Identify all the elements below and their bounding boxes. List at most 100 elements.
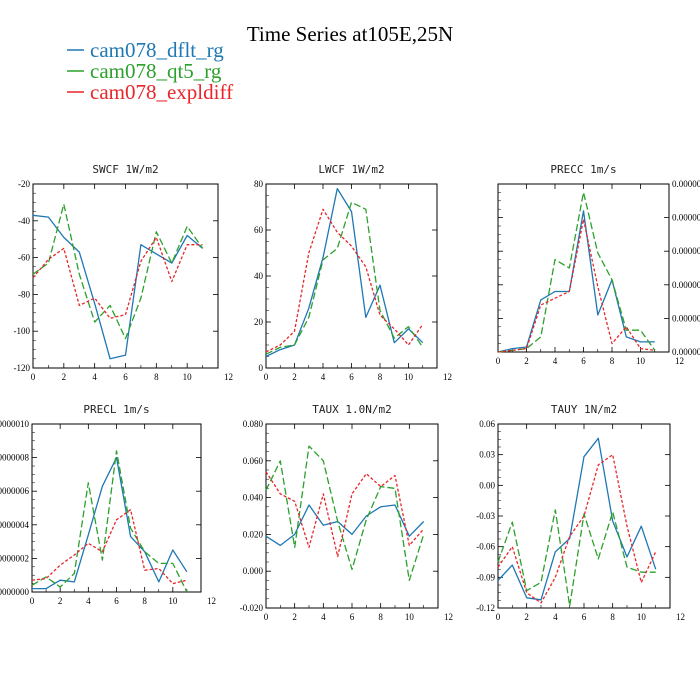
series-line-cam078_expldiff — [32, 236, 203, 319]
panel-0: SWCF 1W/m2 0 2 4 6 8 10 12 -120 -100 -80 -60 -40 -20 — [14, 163, 234, 382]
x-tick-label: 0 — [496, 612, 501, 622]
panel-frame — [31, 423, 202, 593]
x-tick-label: 4 — [553, 356, 558, 366]
y-tick-label: 0.00000008 — [0, 453, 30, 463]
series-line-cam078_qt5_rg — [497, 191, 656, 353]
x-tick-label: 12 — [675, 356, 684, 366]
x-tick-label: 12 — [676, 612, 685, 622]
panels: SWCF 1W/m2 0 2 4 6 8 10 12 -120 -100 -80 -60 -40 -20 L… — [0, 163, 700, 622]
x-tick-label: 6 — [114, 596, 119, 606]
y-tick-label: -0.12 — [476, 603, 495, 613]
panel-title: TAUX 1.0N/m2 — [312, 403, 391, 416]
y-tick-label: 0.00000004 — [672, 280, 700, 290]
y-tick-label: -20 — [18, 179, 30, 189]
x-tick-label: 6 — [582, 612, 587, 622]
y-tick-label: -0.09 — [476, 572, 495, 582]
x-tick-label: 2 — [58, 596, 63, 606]
x-tick-label: 8 — [610, 612, 615, 622]
panel-frame — [497, 183, 670, 353]
y-tick-label: 20 — [254, 317, 264, 327]
legend: cam078_dflt_rgcam078_qt5_rgcam078_expldi… — [67, 38, 233, 104]
x-tick-label: 10 — [183, 372, 193, 382]
x-tick-label: 0 — [31, 372, 36, 382]
series-line-cam078_dflt_rg — [497, 210, 655, 353]
y-tick-label: 0.00000010 — [672, 179, 700, 189]
series-line-cam078_dflt_rg — [32, 214, 204, 360]
panel-4: TAUX 1.0N/m2 0 2 4 6 8 10 12 -0.020 0.000 0.020 0.0… — [240, 403, 453, 622]
x-tick-label: 10 — [637, 612, 647, 622]
panel-title: TAUY 1N/m2 — [551, 403, 617, 416]
x-tick-label: 12 — [224, 372, 233, 382]
x-tick-label: 4 — [321, 372, 326, 382]
x-tick-label: 2 — [62, 372, 67, 382]
x-tick-label: 4 — [553, 612, 558, 622]
panel-title: SWCF 1W/m2 — [92, 163, 158, 176]
x-tick-label: 4 — [92, 372, 97, 382]
y-tick-label: -100 — [14, 326, 31, 336]
series-line-cam078_expldiff — [497, 218, 655, 353]
y-tick-label: 0.080 — [243, 419, 264, 429]
x-tick-label: 10 — [636, 356, 646, 366]
y-tick-label: 0.06 — [479, 419, 495, 429]
y-tick-label: -0.020 — [240, 603, 264, 613]
x-tick-label: 2 — [292, 372, 297, 382]
x-tick-label: 8 — [142, 596, 147, 606]
panel-frame — [32, 183, 219, 369]
y-tick-label: 0 — [259, 363, 264, 373]
x-tick-label: 2 — [292, 612, 297, 622]
x-tick-label: 6 — [581, 356, 586, 366]
y-tick-label: 0.00000006 — [672, 246, 700, 256]
y-tick-label: -40 — [18, 216, 30, 226]
x-tick-label: 0 — [496, 356, 501, 366]
figure-title: Time Series at105E,25N — [247, 22, 453, 46]
series-line-cam078_expldiff — [497, 454, 657, 604]
series-line-cam078_qt5_rg — [497, 509, 656, 607]
legend-label-0: cam078_dflt_rg — [90, 38, 224, 62]
legend-label-2: cam078_expldiff — [90, 80, 233, 104]
series-line-cam078_expldiff — [31, 509, 188, 585]
y-tick-label: 80 — [254, 179, 264, 189]
x-tick-label: 8 — [378, 372, 383, 382]
x-tick-label: 12 — [444, 612, 453, 622]
y-tick-label: 0.020 — [243, 529, 264, 539]
x-tick-label: 8 — [610, 356, 615, 366]
y-tick-label: 40 — [254, 271, 264, 281]
x-tick-label: 0 — [264, 372, 269, 382]
y-tick-label: 0.000 — [243, 566, 264, 576]
x-tick-label: 6 — [350, 612, 355, 622]
x-tick-label: 2 — [524, 356, 529, 366]
x-tick-label: 12 — [443, 372, 452, 382]
y-tick-label: -0.06 — [476, 542, 495, 552]
y-tick-label: 0.060 — [243, 456, 264, 466]
x-tick-label: 6 — [349, 372, 354, 382]
y-tick-label: 0.00000008 — [672, 213, 700, 223]
y-tick-label: 0.00 — [479, 480, 495, 490]
x-tick-label: 10 — [405, 612, 415, 622]
x-tick-label: 2 — [524, 612, 529, 622]
y-tick-label: 0.040 — [243, 493, 264, 503]
x-tick-label: 8 — [154, 372, 159, 382]
y-tick-label: 60 — [254, 225, 264, 235]
y-tick-label: -80 — [18, 289, 30, 299]
series-line-cam078_dflt_rg — [32, 456, 188, 590]
y-tick-label: -60 — [18, 253, 30, 263]
series-line-cam078_qt5_rg — [32, 203, 204, 340]
y-tick-label: 0.00000006 — [0, 486, 30, 496]
y-tick-label: 0.00000010 — [0, 419, 30, 429]
panel-1: LWCF 1W/m2 0 2 4 6 8 10 12 0 20 40 60 80 — [254, 163, 452, 382]
panel-title: PRECC 1m/s — [550, 163, 616, 176]
y-tick-label: -0.03 — [476, 511, 495, 521]
panel-frame — [265, 423, 439, 609]
series-line-cam078_dflt_rg — [497, 437, 657, 601]
y-tick-label: 0.03 — [479, 450, 495, 460]
legend-label-1: cam078_qt5_rg — [90, 59, 222, 83]
y-tick-label: -120 — [14, 363, 31, 373]
x-tick-label: 6 — [123, 372, 128, 382]
panel-title: PRECL 1m/s — [83, 403, 149, 416]
